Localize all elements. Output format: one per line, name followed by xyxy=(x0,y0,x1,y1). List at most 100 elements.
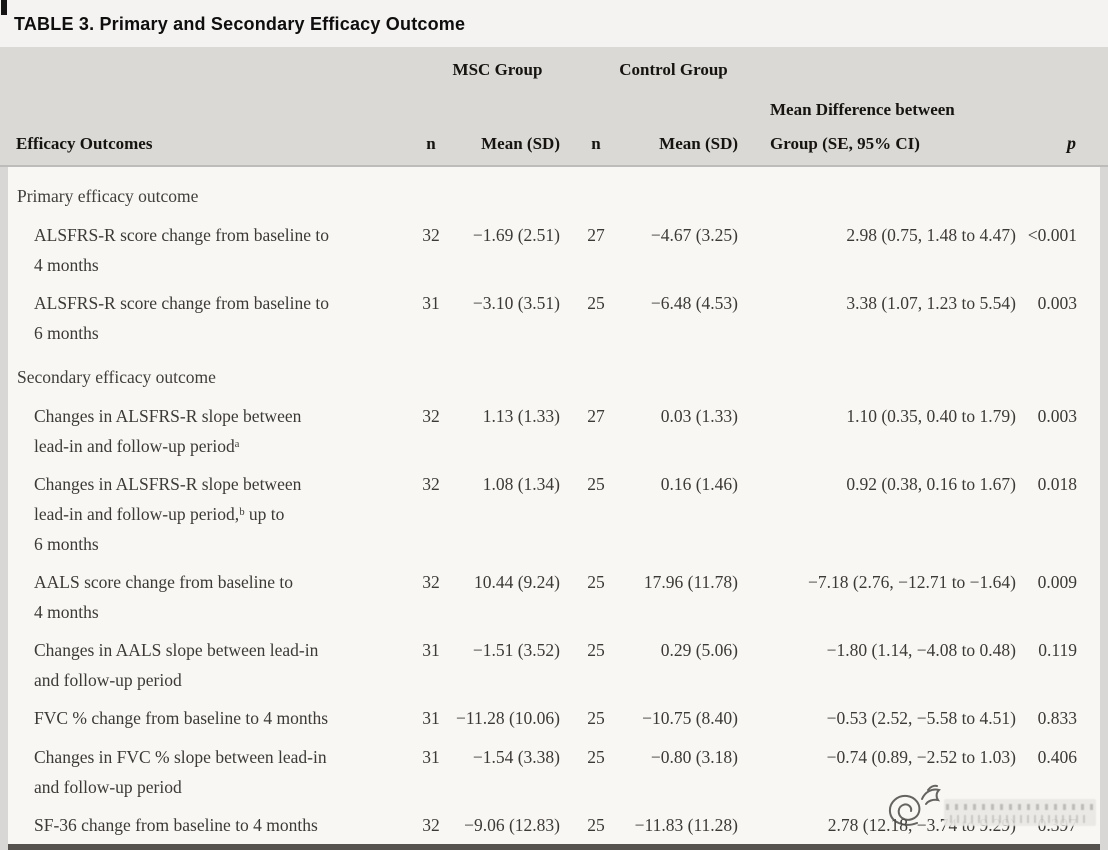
outcome-cell: SF-36 change from baseline to 4 months xyxy=(34,815,318,835)
n-control-cell: 25 xyxy=(587,747,605,767)
column-header-row: Efficacy Outcomes n Mean (SD) n Mean (SD… xyxy=(0,121,1100,167)
table-row: Changes in AALS slope between lead-in an… xyxy=(0,627,1100,695)
msc-group-header: MSC Group xyxy=(452,60,543,79)
watermark xyxy=(884,783,1102,835)
p-value-cell: 0.018 xyxy=(1037,474,1078,494)
p-value-header: p xyxy=(1067,133,1077,153)
n-control-cell: 27 xyxy=(587,225,605,245)
mean-difference-cell: −0.74 (0.89, −2.52 to 1.03) xyxy=(826,747,1017,767)
table-row: FVC % change from baseline to 4 months 31… xyxy=(0,695,1100,734)
n-control-cell: 25 xyxy=(587,708,605,728)
mean-control-cell: −11.83 (11.28) xyxy=(634,815,739,835)
table-row: ALSFRS-R score change from baseline to 6… xyxy=(0,280,1100,348)
mean-control-cell: 0.03 (1.33) xyxy=(660,406,739,426)
n-msc-cell: 32 xyxy=(422,406,440,426)
mean-difference-cell: 1.10 (0.35, 0.40 to 1.79) xyxy=(846,406,1017,426)
p-value-cell: 0.119 xyxy=(1038,640,1078,660)
n-control-cell: 25 xyxy=(587,815,605,835)
mean-msc-cell: −11.28 (10.06) xyxy=(455,708,560,728)
table-header: MSC Group Control Group Mean Difference … xyxy=(0,47,1100,167)
n-msc-cell: 31 xyxy=(422,708,440,728)
empty-header-cell xyxy=(570,81,622,121)
n-msc-cell: 31 xyxy=(422,747,440,767)
empty-header-cell xyxy=(450,81,570,121)
p-value-cell: 0.406 xyxy=(1037,747,1078,767)
outcome-cell: ALSFRS-R score change from baseline to 4… xyxy=(34,225,330,275)
watermark-text-blur xyxy=(944,799,1096,826)
outcome-cell: Changes in ALSFRS-R slope between lead-i… xyxy=(34,406,302,456)
p-value-cell: <0.001 xyxy=(1027,225,1078,245)
empty-header-cell xyxy=(1020,81,1100,121)
p-value-cell: 0.009 xyxy=(1037,572,1078,592)
table-body: Primary efficacy outcome ALSFRS-R score c… xyxy=(0,167,1100,841)
section-label: Secondary efficacy outcome xyxy=(17,367,216,387)
table-header-band xyxy=(0,47,1108,167)
table-row: Changes in ALSFRS-R slope between lead-i… xyxy=(0,393,1100,461)
p-value-cell: 0.833 xyxy=(1037,708,1078,728)
outcome-cell: ALSFRS-R score change from baseline to 6… xyxy=(34,293,330,343)
watermark-doodle-icon xyxy=(888,784,941,826)
diff-header-row: Mean Difference between xyxy=(0,81,1100,121)
table-row: Changes in FVC % slope between lead-in a… xyxy=(0,734,1100,802)
empty-header-cell xyxy=(740,47,1020,81)
section-header-row: Primary efficacy outcome xyxy=(0,167,1100,212)
mean-sd-control-header: Mean (SD) xyxy=(659,134,739,153)
mean-msc-cell: −9.06 (12.83) xyxy=(464,815,560,835)
empty-header-cell xyxy=(0,47,412,81)
mean-difference-cell: 0.92 (0.38, 0.16 to 1.67) xyxy=(846,474,1017,494)
efficacy-outcomes-table: MSC Group Control Group Mean Difference … xyxy=(0,47,1100,841)
outcome-cell: Changes in FVC % slope between lead-in a… xyxy=(34,747,327,797)
mean-msc-cell: −3.10 (3.51) xyxy=(472,293,560,313)
outcome-cell: FVC % change from baseline to 4 months xyxy=(34,708,329,728)
empty-header-cell xyxy=(1020,47,1100,81)
mean-msc-cell: −1.69 (2.51) xyxy=(472,225,560,245)
n-msc-cell: 32 xyxy=(422,225,440,245)
efficacy-outcomes-header: Efficacy Outcomes xyxy=(16,134,153,153)
control-group-header: Control Group xyxy=(619,60,728,79)
mean-difference-cell: −0.53 (2.52, −5.58 to 4.51) xyxy=(826,708,1017,728)
mean-difference-cell: −7.18 (2.76, −12.71 to −1.64) xyxy=(808,572,1017,592)
table-row: AALS score change from baseline to 4 mon… xyxy=(0,559,1100,627)
section-header-row: Secondary efficacy outcome xyxy=(0,348,1100,393)
mean-difference-cell: 2.98 (0.75, 1.48 to 4.47) xyxy=(846,225,1017,245)
n-msc-cell: 32 xyxy=(422,474,440,494)
mean-difference-header-line1: Mean Difference between xyxy=(770,100,955,119)
mean-msc-cell: 10.44 (9.24) xyxy=(473,572,560,592)
mean-control-cell: 0.29 (5.06) xyxy=(660,640,739,660)
mean-control-cell: −10.75 (8.40) xyxy=(642,708,739,728)
bottom-rule xyxy=(8,844,1100,850)
mean-msc-cell: −1.51 (3.52) xyxy=(472,640,560,660)
empty-header-cell xyxy=(0,81,412,121)
mean-msc-cell: −1.54 (3.38) xyxy=(472,747,560,767)
n-msc-cell: 31 xyxy=(422,640,440,660)
empty-header-cell xyxy=(622,81,740,121)
group-header-row: MSC Group Control Group xyxy=(0,47,1100,81)
n-control-cell: 25 xyxy=(587,293,605,313)
mean-msc-cell: 1.08 (1.34) xyxy=(482,474,560,494)
n-msc-cell: 31 xyxy=(422,293,440,313)
n-control-cell: 25 xyxy=(587,572,605,592)
mean-control-cell: 17.96 (11.78) xyxy=(643,572,739,592)
mean-difference-cell: 3.38 (1.07, 1.23 to 5.54) xyxy=(846,293,1017,313)
mean-control-cell: −6.48 (4.53) xyxy=(650,293,739,313)
mean-sd-msc-header: Mean (SD) xyxy=(481,134,560,153)
mean-difference-header-line2: Group (SE, 95% CI) xyxy=(770,134,920,153)
n-msc-cell: 32 xyxy=(422,815,440,835)
n-control-header: n xyxy=(591,134,601,153)
n-control-cell: 25 xyxy=(587,474,605,494)
p-value-cell: 0.003 xyxy=(1037,406,1078,426)
table-title: TABLE 3. Primary and Secondary Efficacy … xyxy=(14,14,466,34)
n-control-cell: 25 xyxy=(587,640,605,660)
n-msc-cell: 32 xyxy=(422,572,440,592)
mean-control-cell: −4.67 (3.25) xyxy=(650,225,739,245)
table-body-surface xyxy=(8,167,1100,844)
table-row: ALSFRS-R score change from baseline to 4… xyxy=(0,212,1100,280)
outcome-cell: Changes in AALS slope between lead-in an… xyxy=(34,640,319,690)
scan-artifact-mark xyxy=(1,0,7,15)
section-label: Primary efficacy outcome xyxy=(17,186,199,206)
table-row: Changes in ALSFRS-R slope between lead-i… xyxy=(0,461,1100,559)
p-value-cell: 0.003 xyxy=(1037,293,1078,313)
outcome-cell: AALS score change from baseline to 4 mon… xyxy=(34,572,294,622)
mean-difference-cell: −1.80 (1.14, −4.08 to 0.48) xyxy=(826,640,1017,660)
